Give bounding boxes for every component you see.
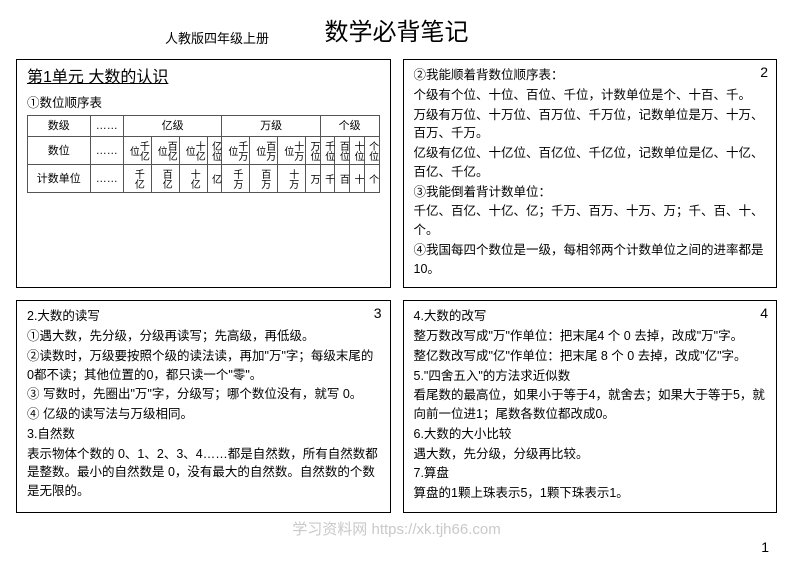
digit-cell: 个位 — [364, 137, 379, 165]
digit-cell: 百万位 — [250, 137, 278, 165]
line: ①数位顺序表 — [27, 94, 380, 113]
th-yi: 亿级 — [123, 115, 222, 137]
line: 整亿数改写成"亿"作单位：把末尾 8 个 0 去掉，改成"亿"字。 — [414, 347, 767, 366]
unit-cell: 万 — [306, 165, 321, 193]
th-grade: 数级 — [28, 115, 91, 137]
unit-cell: 千万 — [222, 165, 250, 193]
line: 看尾数的最高位，如果小于等于4，就舍去；如果大于等于5，就向前一位进1；尾数各数… — [414, 386, 767, 424]
digit-cell: 十万位 — [278, 137, 306, 165]
row-label-digit: 数位 — [28, 137, 91, 165]
line: ④我国每四个数位是一级，每相邻两个计数单位之间的进率都是10。 — [414, 241, 767, 279]
watermark: 学习资料网 https://xk.tjh66.com — [292, 518, 500, 539]
line: ③我能倒着背计数单位： — [414, 183, 767, 202]
digit-cell: 亿位 — [207, 137, 222, 165]
digit-cell: 千位 — [320, 137, 335, 165]
line: 千亿、百亿、十亿、亿；千万、百万、十万、万；千、百、十、个。 — [414, 202, 767, 240]
line: 个级有个位、十位、百位、千位，计数单位是个、十百、千。 — [414, 86, 767, 105]
th-wan: 万级 — [222, 115, 321, 137]
unit-cell: 百万 — [250, 165, 278, 193]
line: 整万数改写成"万"作单位：把末尾4 个 0 去掉，改成"万"字。 — [414, 327, 767, 346]
page-title: 数学必背笔记 — [325, 12, 469, 47]
line: 万级有万位、十万位、百万位、千万位，记数单位是万、十万、百万、千万。 — [414, 106, 767, 144]
line: 5."四舍五入"的方法求近似数 — [414, 367, 767, 386]
th-ge: 个级 — [320, 115, 379, 137]
line: ④ 亿级的读写法与万级相同。 — [27, 405, 380, 424]
digit-cell: 千亿位 — [123, 137, 151, 165]
unit-cell: 百 — [335, 165, 350, 193]
th-dots: …… — [90, 115, 123, 137]
digit-cell: 百位 — [335, 137, 350, 165]
unit-title: 第1单元 大数的认识 — [27, 66, 380, 90]
box-number: 3 — [374, 303, 382, 324]
section-box-1: 第1单元 大数的认识 ①数位顺序表 数级 …… 亿级 万级 个级 数位 …… 千… — [16, 59, 391, 288]
digit-cell: 万位 — [306, 137, 321, 165]
cell-dots: …… — [90, 165, 123, 193]
unit-cell: 千亿 — [123, 165, 151, 193]
digit-cell: 十位 — [350, 137, 365, 165]
line: 6.大数的大小比较 — [414, 425, 767, 444]
line: 4.大数的改写 — [414, 307, 767, 326]
digit-cell: 千万位 — [222, 137, 250, 165]
box-number: 2 — [760, 62, 768, 83]
line: ③ 写数时，先圈出"万"字，分级写；哪个数位没有，就写 0。 — [27, 385, 380, 404]
line: ②读数时，万级要按照个级的读法读，再加"万"字；每级末尾的 0都不读；其他位置的… — [27, 347, 380, 385]
digit-table: 数级 …… 亿级 万级 个级 数位 …… 千亿位 百亿位 十亿位 亿位 千万位 … — [27, 115, 380, 194]
line: ①遇大数，先分级，分级再读写；先高级，再低级。 — [27, 327, 380, 346]
section-box-4: 4 4.大数的改写 整万数改写成"万"作单位：把末尾4 个 0 去掉，改成"万"… — [403, 300, 778, 513]
digit-cell: 十亿位 — [179, 137, 207, 165]
unit-cell: 百亿 — [151, 165, 179, 193]
unit-cell: 个 — [364, 165, 379, 193]
unit-cell: 十万 — [278, 165, 306, 193]
section-box-3: 3 2.大数的读写 ①遇大数，先分级，分级再读写；先高级，再低级。 ②读数时，万… — [16, 300, 391, 513]
line: 遇大数，先分级，分级再比较。 — [414, 445, 767, 464]
box-number: 4 — [760, 303, 768, 324]
line: 7.算盘 — [414, 464, 767, 483]
line: 表示物体个数的 0、1、2、3、4……都是自然数，所有自然数都是整数。最小的自然… — [27, 445, 380, 501]
line: ②我能顺着背数位顺序表： — [414, 66, 767, 85]
unit-cell: 亿 — [207, 165, 222, 193]
row-label-unit: 计数单位 — [28, 165, 91, 193]
section-box-2: 2 ②我能顺着背数位顺序表： 个级有个位、十位、百位、千位，计数单位是个、十百、… — [403, 59, 778, 288]
line: 3.自然数 — [27, 425, 380, 444]
line: 2.大数的读写 — [27, 307, 380, 326]
unit-cell: 千 — [320, 165, 335, 193]
unit-cell: 十亿 — [179, 165, 207, 193]
line: 算盘的1颗上珠表示5，1颗下珠表示1。 — [414, 484, 767, 503]
digit-cell: 百亿位 — [151, 137, 179, 165]
line: 亿级有亿位、十亿位、百亿位、千亿位，记数单位是亿、十亿、百亿、千亿。 — [414, 144, 767, 182]
edition-label: 人教版四年级上册 — [165, 28, 269, 47]
unit-cell: 十 — [350, 165, 365, 193]
cell-dots: …… — [90, 137, 123, 165]
page-number: 1 — [761, 539, 769, 555]
